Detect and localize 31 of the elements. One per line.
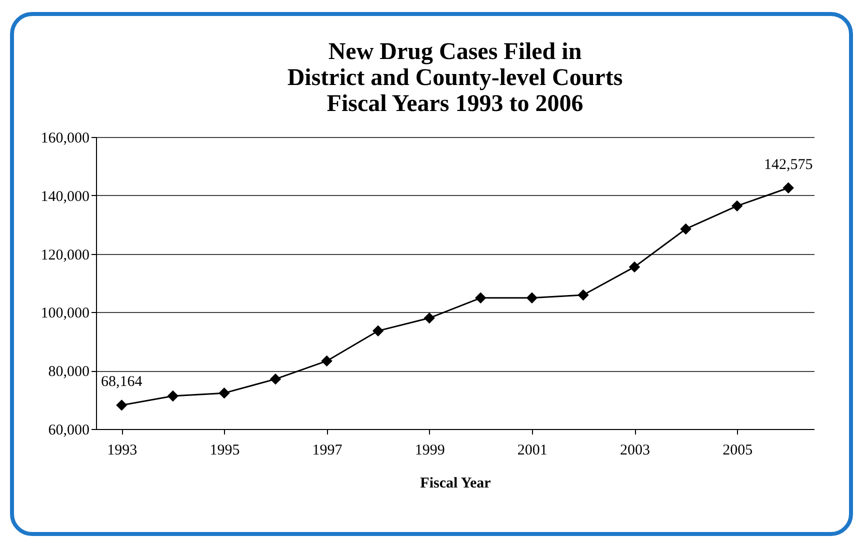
point	[322, 356, 332, 366]
data-label: 142,575	[764, 156, 813, 173]
x-tick-label: 2005	[722, 442, 753, 458]
point	[270, 374, 281, 384]
y-tick-label: 140,000	[40, 188, 90, 205]
x-tick-label: 1999	[414, 442, 445, 458]
point	[732, 200, 742, 212]
y-tick-label: 100,000	[40, 306, 90, 322]
point	[578, 290, 588, 300]
y-tick-label: 120,000	[40, 247, 90, 264]
y-tick-label: 80,000	[48, 364, 90, 380]
point	[424, 312, 435, 324]
point	[219, 388, 230, 398]
point	[629, 262, 640, 272]
x-tick-label: 2001	[517, 442, 548, 458]
x-tick-label: 1995	[210, 442, 240, 458]
x-axis-title: Fiscal Year	[420, 476, 492, 492]
point	[783, 182, 794, 194]
chart-title: New Drug Cases Filed in District and County-level Courts Fiscal Years 1993 to 2006	[287, 39, 623, 117]
x-tick-label: 2003	[620, 442, 650, 458]
x-tick-label: 1997	[312, 442, 343, 458]
data-label: 68,164	[101, 374, 143, 390]
x-tick-label: 1993	[107, 442, 138, 458]
y-tick-label: 160,000	[40, 130, 90, 146]
y-tick-label: 60,000	[48, 422, 90, 438]
point	[475, 292, 486, 304]
point	[680, 224, 691, 234]
point	[526, 292, 538, 304]
point	[168, 390, 178, 402]
point	[372, 326, 384, 336]
point	[116, 400, 127, 410]
